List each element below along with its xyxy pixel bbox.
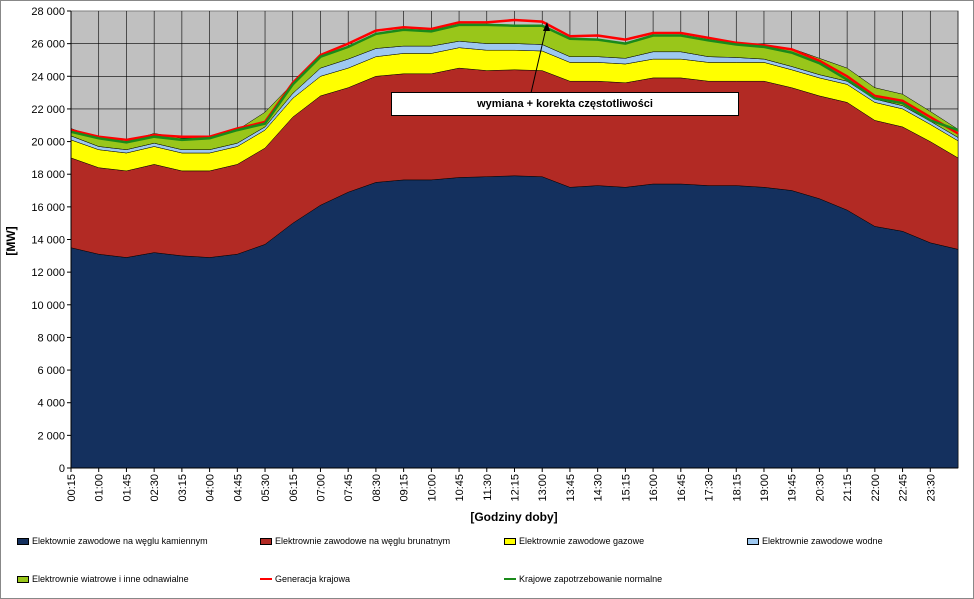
legend-item-generation: Generacja krajowa xyxy=(260,574,350,584)
x-tick-label: 03:15 xyxy=(177,474,189,502)
legend-label-lignite: Elektrownie zawodowe na węglu brunatnym xyxy=(275,536,451,546)
legend: Elektownie zawodowe na węglu kamiennym E… xyxy=(0,530,974,598)
legend-label-coal: Elektownie zawodowe na węglu kamiennym xyxy=(32,536,208,546)
x-tick-label: 07:45 xyxy=(343,474,355,502)
x-tick-label: 12:15 xyxy=(510,474,522,502)
x-tick-label: 05:30 xyxy=(260,474,272,502)
x-tick-label: 15:15 xyxy=(620,474,632,502)
legend-label-generation: Generacja krajowa xyxy=(275,574,351,584)
x-tick-label: 10:45 xyxy=(454,474,466,502)
legend-item-demand: Krajowe zapotrzebowanie normalne xyxy=(504,574,662,584)
legend-swatch-hydro xyxy=(747,537,759,545)
legend-label-hydro: Elektrownie zawodowe wodne xyxy=(762,536,883,546)
legend-item-coal: Elektownie zawodowe na węglu kamiennym xyxy=(17,536,208,546)
annotation-arrowhead xyxy=(543,22,550,31)
y-tick-label: 20 000 xyxy=(31,137,65,149)
x-axis: 00:15 01:00 01:45 02:30 03:15 04:00 04:45 05:30… xyxy=(66,467,958,502)
y-tick-label: 18 000 xyxy=(31,169,65,181)
legend-item-gas: Elektrownie zawodowe gazowe xyxy=(504,536,644,546)
x-tick-label: 07:00 xyxy=(315,474,327,502)
line-generation xyxy=(70,18,959,142)
legend-line-demand xyxy=(504,578,516,580)
x-tick-label: 13:00 xyxy=(537,474,549,502)
y-tick-label: 26 000 xyxy=(31,39,65,51)
x-tick-label: 20:30 xyxy=(814,474,826,502)
y-tick-label: 14 000 xyxy=(31,235,65,247)
x-tick-label: 16:00 xyxy=(648,474,660,502)
line-demand xyxy=(70,23,959,144)
x-tick-label: 19:45 xyxy=(787,474,799,502)
chart-svg: 0 2 000 4 000 6 000 8 000 10 000 12 000 14 000 1… xyxy=(4,6,959,524)
y-tick-label: 6 000 xyxy=(37,365,65,377)
x-axis-title: [Godziny doby] xyxy=(470,510,557,524)
y-tick-label: 16 000 xyxy=(31,202,65,214)
y-tick-label: 24 000 xyxy=(31,71,65,83)
x-tick-label: 08:30 xyxy=(371,474,383,502)
x-tick-label: 06:15 xyxy=(288,474,300,502)
x-tick-label: 22:00 xyxy=(870,474,882,502)
y-tick-label: 28 000 xyxy=(31,6,65,18)
x-tick-label: 09:15 xyxy=(399,474,411,502)
y-tick-label: 4 000 xyxy=(37,398,65,410)
x-tick-label: 17:30 xyxy=(704,474,716,502)
x-tick-label: 00:15 xyxy=(66,474,78,502)
x-tick-label: 16:45 xyxy=(676,474,688,502)
y-tick-label: 12 000 xyxy=(31,267,65,279)
legend-label-demand: Krajowe zapotrzebowanie normalne xyxy=(519,574,663,584)
y-tick-label: 2 000 xyxy=(37,430,65,442)
x-tick-label: 11:30 xyxy=(482,474,494,501)
y-tick-label: 22 000 xyxy=(31,104,65,116)
legend-label-wind: Elektrownie wiatrowe i inne odnawialne xyxy=(32,574,189,584)
x-tick-label: 19:00 xyxy=(759,474,771,502)
annotation-label: wymiana + korekta częstotliwości xyxy=(391,92,739,116)
x-tick-label: 04:00 xyxy=(205,474,217,502)
legend-line-generation xyxy=(260,578,272,580)
x-tick-label: 02:30 xyxy=(149,474,161,502)
x-tick-label: 23:30 xyxy=(925,474,937,502)
legend-swatch-lignite xyxy=(260,537,272,545)
x-tick-label: 18:15 xyxy=(731,474,743,502)
legend-item-hydro: Elektrownie zawodowe wodne xyxy=(747,536,883,546)
y-axis-title: [MW] xyxy=(4,226,18,255)
y-tick-label: 8 000 xyxy=(37,332,65,344)
x-tick-label: 01:45 xyxy=(121,474,133,502)
x-tick-label: 21:15 xyxy=(842,474,854,502)
series-lines xyxy=(70,18,959,144)
legend-swatch-gas xyxy=(504,537,516,545)
x-tick-label: 01:00 xyxy=(94,474,106,502)
y-tick-label: 0 xyxy=(59,463,65,475)
x-tick-label: 04:45 xyxy=(232,474,244,502)
legend-swatch-wind xyxy=(17,575,29,583)
x-tick-label: 14:30 xyxy=(593,474,605,502)
x-tick-label: 10:00 xyxy=(426,474,438,502)
legend-item-wind: Elektrownie wiatrowe i inne odnawialne xyxy=(17,574,189,584)
x-tick-label: 22:45 xyxy=(898,474,910,502)
annotation-arrow xyxy=(530,23,548,94)
legend-swatch-coal xyxy=(17,537,29,545)
y-tick-label: 10 000 xyxy=(31,300,65,312)
legend-item-lignite: Elektrownie zawodowe na węglu brunatnym xyxy=(260,536,450,546)
x-tick-label: 13:45 xyxy=(565,474,577,502)
legend-label-gas: Elektrownie zawodowe gazowe xyxy=(519,536,645,546)
y-axis: 0 2 000 4 000 6 000 8 000 10 000 12 000 14 000 1… xyxy=(31,6,72,475)
